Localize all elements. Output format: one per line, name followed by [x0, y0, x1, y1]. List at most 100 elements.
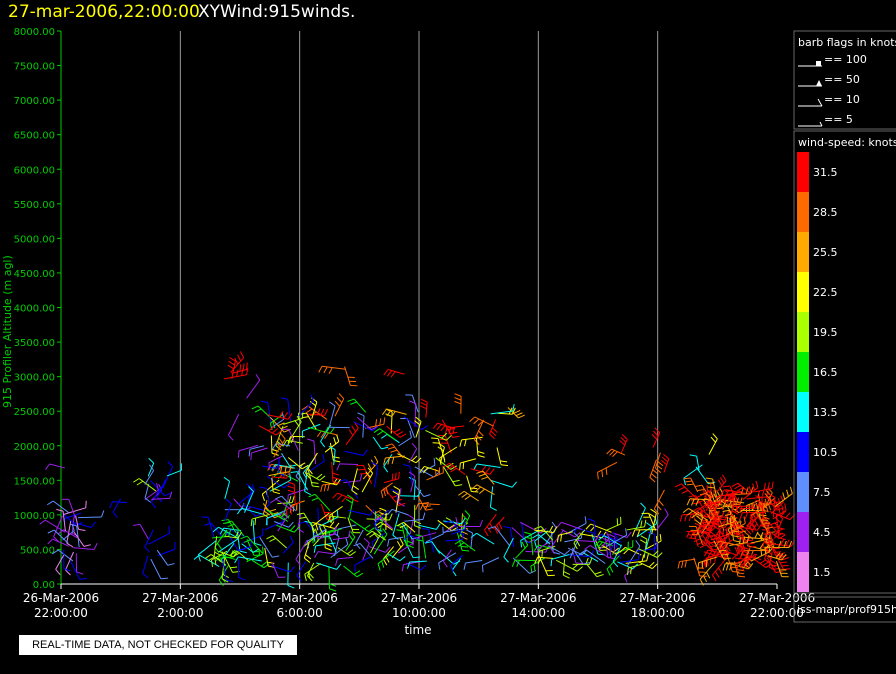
barb-flag — [316, 430, 322, 438]
barb-flag — [786, 489, 789, 497]
barb-shaft — [655, 514, 669, 531]
barb-shaft — [386, 425, 401, 438]
wind-barb-473 — [597, 461, 618, 480]
barb-shaft — [224, 503, 232, 521]
barb-shaft — [383, 454, 393, 467]
wind-barb-448 — [586, 564, 604, 578]
barb-flag — [441, 432, 448, 439]
barb-flag — [424, 503, 429, 511]
barb-shaft — [599, 540, 613, 547]
barb-flag — [109, 501, 114, 509]
barb-shaft — [231, 369, 247, 374]
barb-flag — [503, 556, 509, 563]
barb-flag — [345, 537, 349, 545]
barb-flag — [236, 507, 242, 515]
barb-flag — [420, 402, 428, 406]
barb-flag — [749, 522, 755, 529]
wind-barb-315 — [383, 369, 405, 378]
barb-flag — [290, 436, 295, 444]
legend-barb-half-tick — [819, 121, 823, 127]
barb-flag — [382, 528, 388, 535]
barb-shaft — [330, 544, 349, 558]
barb-shaft — [304, 562, 321, 575]
barb-flag — [524, 536, 532, 540]
barb-flag — [747, 542, 755, 545]
barb-shaft — [65, 551, 75, 571]
barb-flag — [354, 565, 356, 573]
barb-flag — [328, 532, 331, 540]
wind-barb-265 — [328, 566, 337, 592]
wind-barb-345 — [470, 465, 495, 475]
legend-speed-label-6: 13.5 — [813, 406, 838, 419]
barb-flag — [774, 551, 782, 553]
barb-flag — [759, 559, 767, 564]
barb-flag — [778, 540, 782, 548]
barb-flag — [677, 561, 681, 569]
barb-flag — [473, 418, 480, 425]
legend-barb-label-1: == 50 — [824, 73, 860, 86]
wind-barb-199 — [262, 503, 281, 519]
barb-flag — [309, 401, 317, 407]
barb-flag — [234, 531, 239, 538]
barb-flag — [421, 425, 428, 430]
barb-flag — [411, 455, 418, 462]
barb-shaft — [277, 502, 293, 505]
barb-shaft — [162, 466, 174, 489]
y-tick-label-2: 1000.00 — [14, 511, 55, 522]
barb-flag — [460, 536, 468, 540]
barb-flag — [93, 542, 98, 550]
barb-shaft — [737, 526, 758, 531]
barb-flag — [461, 549, 470, 552]
barb-flag — [383, 369, 389, 376]
barb-shaft — [227, 519, 237, 533]
barb-flag — [396, 431, 404, 436]
barb-flag — [76, 571, 84, 575]
barb-flag — [489, 468, 495, 475]
barb-shaft — [614, 541, 622, 559]
barb-flag — [239, 364, 242, 372]
barb-shaft — [681, 483, 698, 499]
barb-flag — [734, 547, 739, 554]
wind-barb-579 — [772, 548, 790, 561]
barb-shaft — [441, 419, 454, 438]
barb-flag — [609, 565, 614, 573]
barb-flag — [551, 521, 557, 528]
barb-shaft — [620, 559, 639, 563]
wind-barb-307 — [304, 562, 321, 582]
barb-shaft — [496, 447, 502, 465]
barb-shaft — [737, 482, 751, 494]
wind-barb-608 — [694, 522, 717, 532]
wind-barb-600 — [772, 503, 787, 520]
barb-flag — [778, 552, 786, 556]
barb-flag — [715, 496, 718, 504]
wind-barb-32 — [144, 483, 159, 501]
barb-flag — [399, 524, 407, 529]
barb-flag — [273, 515, 281, 519]
barb-flag — [254, 408, 262, 413]
barb-flag — [307, 571, 311, 579]
barb-shaft — [725, 522, 746, 536]
barb-flag — [160, 577, 168, 580]
barb-flag — [407, 514, 414, 519]
barb-shaft — [421, 536, 427, 559]
wind-barb-33 — [147, 457, 155, 477]
barb-shaft — [366, 518, 390, 521]
y-tick-label-5: 2500.00 — [14, 407, 55, 418]
barb-flag — [263, 563, 270, 569]
barb-flag — [433, 458, 436, 466]
barb-flag — [164, 492, 172, 497]
barb-flag — [336, 563, 342, 570]
barb-flag — [706, 482, 714, 485]
wind-barb-171 — [347, 398, 367, 413]
barb-flag — [686, 498, 691, 506]
barb-flag — [261, 494, 266, 501]
barb-flag — [278, 437, 284, 444]
wind-barb-18 — [75, 515, 86, 531]
barb-shaft — [305, 452, 318, 474]
x-tick-label-time-0: 22:00:00 — [34, 606, 88, 620]
barb-flag — [777, 498, 782, 505]
barb-shaft — [534, 529, 554, 534]
wind-barb-205 — [328, 401, 336, 427]
barb-flag — [689, 454, 697, 457]
barb-shaft — [144, 489, 159, 501]
